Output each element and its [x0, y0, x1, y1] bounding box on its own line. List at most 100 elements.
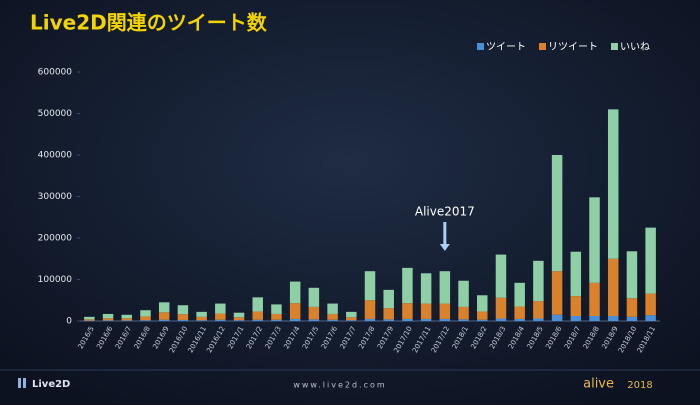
bar-segment — [177, 314, 189, 320]
bar-segment — [215, 303, 226, 314]
bar-segment — [420, 303, 432, 319]
bar-segment — [327, 313, 338, 320]
bar-segment — [402, 267, 413, 304]
bar-segment — [533, 318, 544, 321]
bar-segment — [271, 313, 282, 320]
y-tick-label: 300000 — [38, 192, 73, 202]
bar-segment — [289, 281, 301, 304]
legend-label: リツイート — [548, 42, 598, 53]
footer-year: 2018 — [627, 380, 652, 391]
logo-mark — [18, 378, 21, 388]
bar-segment — [458, 319, 469, 321]
bar-segment — [364, 300, 376, 319]
bar-segment — [84, 316, 95, 320]
bar-segment — [233, 317, 245, 321]
bar-segment — [121, 314, 133, 319]
bar-segment — [477, 295, 488, 312]
bar-segment — [121, 320, 133, 321]
bar-segment — [533, 301, 544, 319]
bar-segment — [84, 319, 95, 321]
bar-segment — [439, 271, 451, 304]
bar-segment — [327, 303, 338, 314]
bar-segment — [252, 319, 263, 321]
bar-segment — [495, 297, 507, 319]
legend-swatch — [539, 43, 546, 50]
bar-segment — [215, 313, 226, 320]
annotation: Alive2017 — [415, 205, 475, 219]
bar-segment — [402, 318, 413, 321]
bar-segment — [570, 296, 582, 317]
footer-url: www.live2d.com — [293, 381, 386, 390]
bar-segment — [177, 305, 189, 315]
bar-segment — [607, 109, 619, 259]
legend-swatch — [611, 43, 618, 50]
bar-segment — [514, 318, 525, 321]
bar-segment — [308, 319, 320, 321]
bar-segment — [626, 316, 638, 321]
bar-segment — [102, 318, 114, 321]
bar-segment — [477, 311, 488, 320]
chart-title: Live2D関連のツイート数 — [30, 11, 268, 35]
bar-segment — [102, 320, 114, 321]
bar-segment — [420, 318, 432, 321]
bar-segment — [402, 303, 413, 319]
footer-event: alive — [583, 377, 614, 392]
y-tick-label: 500000 — [38, 109, 73, 119]
bar-segment — [514, 282, 525, 307]
bar-segment — [233, 312, 245, 318]
bar-segment — [383, 289, 394, 309]
bar-segment — [626, 298, 638, 317]
legend-label: ツイート — [486, 42, 526, 53]
y-tick-label: 600000 — [38, 68, 73, 78]
bar-segment — [551, 271, 563, 315]
bar-segment — [177, 319, 189, 321]
bar-segment — [140, 320, 151, 321]
bar-segment — [477, 319, 488, 321]
bar-segment — [645, 293, 656, 316]
bar-segment — [196, 320, 207, 321]
annotation-arrowhead — [439, 244, 450, 251]
bar-segment — [439, 318, 451, 321]
bar-segment — [607, 316, 619, 321]
logo-mark — [23, 378, 26, 388]
bar-segment — [140, 316, 151, 321]
bar-segment — [439, 303, 451, 319]
bar-segment — [252, 311, 263, 320]
bar-segment — [626, 251, 638, 299]
bar-segment — [570, 251, 582, 297]
bar-segment — [158, 312, 170, 320]
bar-segment — [364, 318, 376, 321]
bar-segment — [289, 303, 301, 319]
bar-segment — [271, 319, 282, 321]
bar-segment — [495, 254, 507, 298]
bar-segment — [364, 271, 376, 301]
bar-segment — [645, 227, 656, 294]
bar-segment — [420, 273, 432, 304]
bar-segment — [551, 155, 563, 272]
bar-segment — [308, 306, 320, 320]
bar-segment — [589, 316, 600, 321]
bar-segment — [346, 320, 357, 321]
bar-segment — [327, 319, 338, 321]
bar-segment — [215, 319, 226, 321]
bar-segment — [158, 302, 170, 313]
bar-segment — [645, 315, 656, 321]
bar-segment — [589, 282, 600, 317]
bar-segment — [196, 316, 207, 321]
bar-segment — [233, 320, 245, 321]
bar-segment — [514, 306, 525, 319]
bar-segment — [289, 318, 301, 321]
bar-segment — [589, 197, 600, 283]
bar-segment — [140, 310, 151, 317]
bar-segment — [383, 308, 394, 320]
bar-segment — [271, 304, 282, 314]
bar-segment — [570, 316, 582, 321]
legend-label: いいね — [620, 41, 650, 53]
y-tick-label: 100000 — [38, 275, 73, 285]
y-tick-label: 200000 — [38, 234, 73, 244]
y-tick-label: 0 — [66, 317, 72, 327]
bar-segment — [346, 317, 357, 321]
bar-segment — [102, 313, 114, 319]
bar-segment — [121, 318, 133, 321]
